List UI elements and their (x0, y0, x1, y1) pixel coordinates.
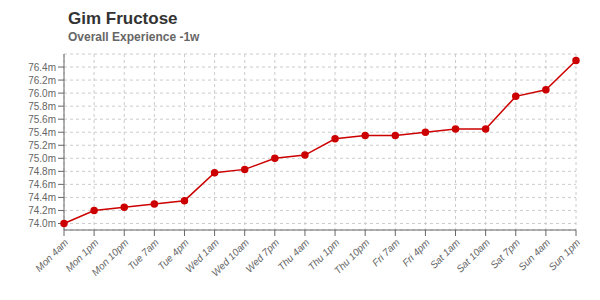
svg-text:75.6m: 75.6m (28, 114, 56, 125)
svg-text:Fri 7am: Fri 7am (370, 237, 402, 269)
svg-text:Thu 10pm: Thu 10pm (332, 237, 372, 277)
svg-text:Fri 4pm: Fri 4pm (400, 237, 432, 269)
svg-text:75.4m: 75.4m (28, 127, 56, 138)
svg-text:74.6m: 74.6m (28, 179, 56, 190)
svg-text:Sat 1am: Sat 1am (427, 236, 462, 271)
svg-text:Mon 1pm: Mon 1pm (63, 236, 101, 274)
svg-text:Tue 7am: Tue 7am (126, 237, 161, 272)
svg-text:Mon 10pm: Mon 10pm (89, 237, 130, 278)
svg-text:74.8m: 74.8m (28, 166, 56, 177)
svg-text:74.2m: 74.2m (28, 205, 56, 216)
svg-text:76.2m: 76.2m (28, 75, 56, 86)
svg-text:75.0m: 75.0m (28, 153, 56, 164)
svg-text:75.2m: 75.2m (28, 140, 56, 151)
svg-text:Sun 4am: Sun 4am (516, 237, 552, 273)
html-text:Overall Experience -1w: Overall Experience -1w (68, 30, 200, 44)
svg-text:Wed 10am: Wed 10am (209, 237, 251, 279)
svg-text:Wed 1am: Wed 1am (183, 236, 221, 275)
svg-text:Wed 7pm: Wed 7pm (243, 237, 281, 275)
svg-text:Thu 1pm: Thu 1pm (305, 236, 342, 273)
svg-text:Sat 10am: Sat 10am (454, 237, 492, 275)
svg-text:76.0m: 76.0m (28, 88, 56, 99)
svg-text:74.0m: 74.0m (28, 218, 56, 229)
svg-text:76.4m: 76.4m (28, 62, 56, 73)
html-text:Gim Fructose: Gim Fructose (68, 9, 178, 28)
svg-text:Tue 4pm: Tue 4pm (155, 236, 191, 272)
svg-text:74.4m: 74.4m (28, 192, 56, 203)
svg-text:75.8m: 75.8m (28, 101, 56, 112)
svg-text:Sun 1pm: Sun 1pm (546, 237, 582, 273)
svg-text:Sat 7pm: Sat 7pm (488, 236, 523, 271)
svg-text:Thu 4am: Thu 4am (276, 237, 312, 273)
svg-text:Mon 4am: Mon 4am (33, 236, 71, 274)
